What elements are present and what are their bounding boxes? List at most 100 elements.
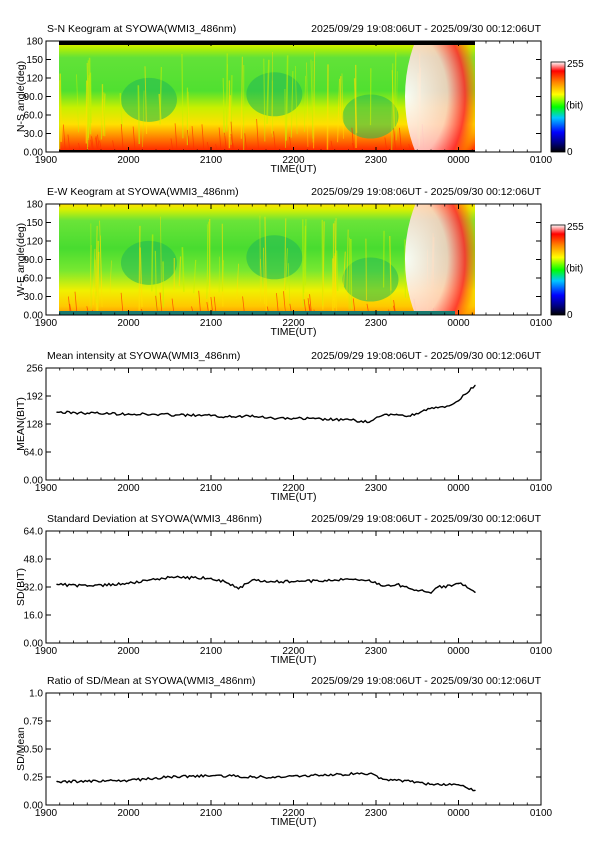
keogram-streak bbox=[55, 74, 57, 133]
y-tick-label: 0.50 bbox=[24, 745, 44, 756]
keogram-streak bbox=[346, 229, 349, 299]
keogram-streak bbox=[302, 219, 305, 307]
keogram-streak bbox=[92, 248, 96, 306]
x-tick-label: 2000 bbox=[117, 155, 140, 166]
data-point bbox=[169, 576, 171, 579]
y-tick-label: 180 bbox=[26, 37, 43, 48]
x-tick-label: 2300 bbox=[365, 808, 388, 819]
data-point bbox=[464, 786, 467, 788]
keogram-aurora-streak bbox=[191, 126, 195, 152]
y-tick-label: 64.0 bbox=[24, 448, 44, 459]
keogram-streak bbox=[160, 216, 162, 312]
x-tick-label: 2300 bbox=[365, 483, 388, 494]
panel-time-range: 2025/09/29 19:08:06UT - 2025/09/30 00:12… bbox=[311, 23, 541, 35]
data-point bbox=[354, 772, 357, 775]
x-tick-label: 2200 bbox=[282, 808, 305, 819]
keogram-streak bbox=[181, 54, 184, 139]
data-point bbox=[86, 585, 88, 587]
x-tick-label: 1900 bbox=[35, 318, 58, 329]
keogram-streak bbox=[322, 221, 325, 310]
keogram-aurora-streak bbox=[132, 126, 136, 152]
keogram-image bbox=[59, 204, 475, 315]
colorbar-max-label: 255 bbox=[567, 222, 584, 233]
data-point bbox=[423, 409, 425, 411]
keogram-aurora-streak bbox=[62, 124, 66, 152]
keogram-twilight bbox=[405, 41, 475, 152]
y-tick-label: 192 bbox=[26, 392, 43, 403]
x-tick-label: 2200 bbox=[282, 318, 305, 329]
panel-title: Ratio of SD/Mean at SYOWA(WMI3_486nm) bbox=[47, 675, 256, 687]
data-point bbox=[169, 414, 171, 416]
keogram-aurora-streak bbox=[384, 137, 388, 152]
keogram-blob bbox=[120, 77, 177, 122]
x-tick-label: 2300 bbox=[365, 155, 388, 166]
panel-title: Standard Deviation at SYOWA(WMI3_486nm) bbox=[47, 513, 262, 525]
x-tick-label: 0100 bbox=[530, 483, 553, 494]
keogram-aurora-streak bbox=[218, 127, 222, 152]
x-tick-label: 2300 bbox=[365, 318, 388, 329]
keogram-aurora-streak bbox=[198, 290, 202, 315]
keogram-streak bbox=[95, 240, 99, 311]
data-point bbox=[56, 780, 58, 783]
panel-1: S-N Keogram at SYOWA(WMI3_486nm) 2025/09/… bbox=[15, 23, 584, 175]
keogram-aurora-streak bbox=[351, 127, 355, 152]
y-tick-label: 16.0 bbox=[24, 611, 44, 622]
colorbar: 255 (bit) 0 bbox=[550, 222, 584, 321]
x-tick-label: 2300 bbox=[365, 646, 388, 657]
keogram-streak bbox=[144, 66, 148, 135]
data-point bbox=[409, 588, 412, 590]
data-point bbox=[169, 776, 171, 778]
y-tick-label: 150 bbox=[26, 55, 43, 66]
y-tick-label: 0.00 bbox=[24, 148, 44, 159]
keogram-aurora-streak bbox=[256, 118, 260, 152]
keogram-streak bbox=[178, 256, 182, 287]
keogram-blob bbox=[246, 72, 303, 117]
keogram-streak bbox=[119, 93, 123, 127]
y-tick-label: 0.00 bbox=[24, 476, 44, 487]
y-tick-label: 1.0 bbox=[29, 689, 43, 700]
keogram-streak bbox=[159, 67, 162, 125]
keogram-streak bbox=[303, 225, 306, 293]
data-point bbox=[395, 583, 398, 586]
data-point bbox=[368, 772, 370, 775]
panel-time-range: 2025/09/29 19:08:06UT - 2025/09/30 00:12… bbox=[311, 675, 541, 687]
series-line bbox=[56, 385, 476, 424]
data-point bbox=[368, 421, 370, 423]
data-point bbox=[382, 585, 384, 587]
x-tick-label: 0000 bbox=[447, 646, 470, 657]
data-point bbox=[395, 413, 398, 416]
keogram-aurora-streak bbox=[97, 134, 100, 152]
data-point bbox=[368, 579, 370, 581]
data-point bbox=[292, 581, 295, 583]
keogram-nodata bbox=[475, 41, 555, 152]
keogram-aurora-streak bbox=[59, 148, 60, 152]
colorbar-scale bbox=[550, 61, 566, 153]
keogram-streak bbox=[284, 88, 286, 148]
keogram-aurora-streak bbox=[187, 129, 190, 152]
y-tick-label: 0.75 bbox=[24, 717, 44, 728]
x-tick-label: 0000 bbox=[447, 155, 470, 166]
y-tick-label: 0.00 bbox=[24, 311, 44, 322]
data-point bbox=[395, 779, 398, 782]
y-tick-label: 60.0 bbox=[24, 274, 44, 285]
y-tick-label: 180 bbox=[26, 200, 43, 211]
data-point bbox=[450, 585, 453, 587]
keogram-aurora-streak bbox=[67, 134, 71, 152]
data-point bbox=[474, 789, 476, 792]
keogram-streak bbox=[87, 75, 90, 140]
x-tick-label: 2100 bbox=[200, 318, 223, 329]
data-point bbox=[148, 579, 150, 581]
data-point bbox=[224, 581, 226, 583]
keogram-streak bbox=[263, 58, 266, 142]
keogram-streak bbox=[76, 74, 79, 133]
keogram-blob bbox=[246, 235, 303, 280]
x-tick-label: 1900 bbox=[35, 155, 58, 166]
series-line bbox=[56, 771, 476, 792]
keogram-twilight bbox=[405, 204, 475, 315]
keogram-streak bbox=[103, 92, 106, 137]
keogram-streak bbox=[100, 235, 103, 308]
keogram-blob bbox=[342, 257, 399, 302]
x-tick-label: 1900 bbox=[35, 646, 58, 657]
data-point bbox=[382, 414, 384, 416]
